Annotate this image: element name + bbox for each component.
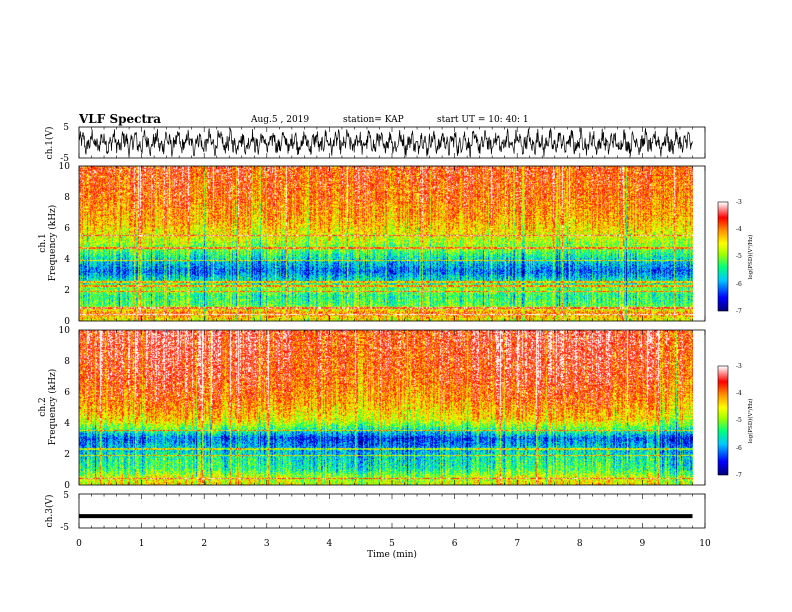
- ch2-ytick-6: 6: [64, 388, 70, 398]
- ch3-ytick-top: 5: [63, 491, 69, 501]
- ch2-ytick-8: 8: [64, 357, 70, 367]
- ch1-cb-tick-7: -7: [736, 308, 742, 315]
- ch1-ytick-2: 2: [64, 286, 70, 296]
- x-tick-label: 1: [139, 539, 145, 549]
- x-axis-label: Time (min): [367, 549, 417, 560]
- x-tick-label: 0: [76, 539, 82, 549]
- ch3-waveform-panel: 5 -5 ch.3(V): [44, 491, 706, 533]
- ch2-ytick-4: 4: [64, 419, 70, 429]
- x-tick-labels: 0 1 2 3 4 5 6 7 8 9 10: [76, 539, 711, 549]
- ch2-colorbar-frame: [717, 365, 729, 476]
- x-tick-label: 10: [699, 539, 711, 549]
- start-time-label: start UT = 10: 40: 1: [437, 115, 529, 125]
- ch1-colorbar-frame: [717, 201, 729, 312]
- ch1-colorbar-label: log(PSD)(V²/Hz): [747, 235, 754, 280]
- station-label: station= KAP: [343, 115, 404, 125]
- ch1-cb-tick-3: -3: [736, 199, 742, 206]
- ch1-waveform-ylabel: ch.1(V): [44, 127, 55, 160]
- x-tick-label: 7: [514, 539, 520, 549]
- x-tick-label: 8: [577, 539, 583, 549]
- ch1-cb-tick-6: -6: [736, 281, 742, 288]
- ch3-waveform-ylabel: ch.3(V): [44, 495, 55, 528]
- ch2-colorbar-label: log(PSD)(V²/Hz): [747, 399, 754, 444]
- x-tick-label: 5: [389, 539, 395, 549]
- ch2-ytick-10: 10: [59, 326, 71, 336]
- ch2-frequency-label: Frequency (kHz): [47, 369, 58, 446]
- ch1-frequency-label: Frequency (kHz): [47, 205, 58, 282]
- ch2-colorbar-gradient: [718, 366, 728, 475]
- ch1-spectrogram-panel: 0 2 4 6 8 10 ch.1 Frequency (kHz): [38, 162, 706, 327]
- ch2-cb-tick-7: -7: [736, 472, 742, 479]
- ch1-cb-tick-5: -5: [736, 253, 742, 260]
- ch2-spectrogram-image: [79, 330, 693, 485]
- figure-title: VLF Spectra: [78, 112, 161, 126]
- ch1-ytick-10: 10: [59, 162, 71, 172]
- ch2-cb-tick-4: -4: [736, 390, 742, 397]
- x-tick-label: 3: [264, 539, 270, 549]
- ch2-cb-tick-6: -6: [736, 445, 742, 452]
- ch1-waveform-line: [78, 127, 693, 158]
- ch2-cb-tick-3: -3: [736, 363, 742, 370]
- ch3-waveform-frame: [78, 493, 706, 529]
- x-tick-label: 9: [640, 539, 646, 549]
- ch1-ytick-8: 8: [64, 193, 70, 203]
- ch1-ytick-top: 5: [63, 123, 69, 133]
- x-tick-label: 2: [201, 539, 207, 549]
- ch2-cb-tick-5: -5: [736, 417, 742, 424]
- ch1-ytick-6: 6: [64, 224, 70, 234]
- ch1-ytick-bottom: -5: [60, 154, 69, 164]
- ch2-colorbar: -3 -4 -5 -6 -7 log(PSD)(V²/Hz): [717, 363, 754, 479]
- ch1-ytick-0: 0: [64, 317, 70, 327]
- ch1-cb-tick-4: -4: [736, 226, 742, 233]
- x-ticks: [78, 127, 706, 528]
- x-tick-label: 4: [327, 539, 333, 549]
- date-label: Aug.5 , 2019: [250, 115, 309, 125]
- ch3-ytick-bottom: -5: [60, 523, 69, 533]
- ch2-ytick-2: 2: [64, 450, 70, 460]
- ch1-ytick-4: 4: [64, 255, 70, 265]
- ch2-channel-label: ch.2: [38, 397, 48, 416]
- ch2-ytick-0: 0: [64, 481, 70, 491]
- ch1-channel-label: ch.1: [38, 233, 48, 252]
- ch1-waveform-panel: 5 -5 ch.1(V): [44, 123, 706, 164]
- ch1-colorbar: -3 -4 -5 -6 -7 log(PSD)(V²/Hz): [717, 199, 754, 315]
- ch1-spectrogram-image: [79, 166, 693, 321]
- ch2-spectrogram-panel: 0 2 4 6 8 10 ch.2 Frequency (kHz): [38, 326, 706, 491]
- ch1-colorbar-gradient: [718, 202, 728, 311]
- x-tick-label: 6: [452, 539, 458, 549]
